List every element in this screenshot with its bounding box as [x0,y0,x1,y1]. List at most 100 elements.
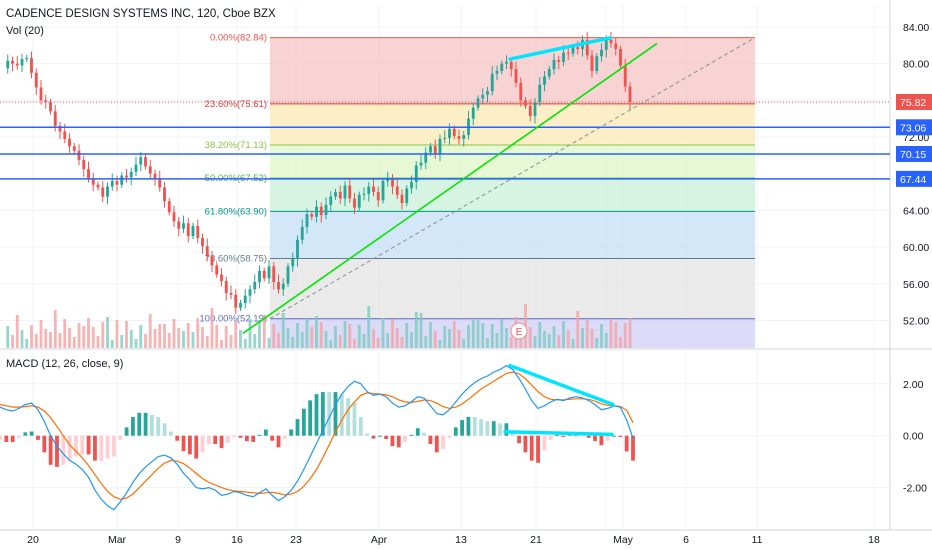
candle-body [224,281,228,293]
macd-histogram-bar [251,435,256,442]
macd-histogram-bar [422,432,427,436]
macd-histogram-bar [74,435,78,457]
candle-body [72,146,76,151]
candle-body [300,226,304,240]
macd-histogram-bar [213,435,218,445]
candle-body [58,126,62,132]
candle-body [486,91,489,95]
candle-body [543,76,546,85]
volume-bar [58,333,62,348]
candle-body [272,266,276,282]
volume-bar [481,323,485,348]
candle-body [405,188,409,204]
volume-bar [486,338,489,348]
macd-histogram-bar [618,435,623,437]
x-tick-label: 16 [231,534,243,546]
x-tick-label: 13 [455,534,467,546]
macd-tick-label: 0.00 [903,431,924,443]
macd-histogram-bar [238,435,243,438]
volume-bar [519,332,523,348]
macd-histogram-bar [67,435,72,461]
candle-body [457,136,461,139]
candle-body [172,212,176,222]
candle-body [509,61,513,70]
volume-bar [25,339,29,348]
volume-bar [215,325,219,348]
volume-bar [20,330,24,348]
candle-body [419,162,423,166]
volume-bar [495,333,499,348]
fib-zone [270,178,755,212]
candle-body [628,86,632,103]
candle-body [343,185,347,199]
macd-histogram-bar [352,402,357,436]
volume-bar [438,340,442,348]
candle-body [609,39,613,44]
volume-bar [253,334,257,348]
volume-bar [448,329,451,348]
fib-zone [270,144,755,179]
candle-body [386,178,390,182]
macd-histogram-bar [333,392,338,436]
candle-body [267,266,271,279]
volume-bar [538,322,542,348]
macd-histogram-bar [55,435,59,467]
macd-histogram-bar [586,435,591,438]
candle-body [177,221,181,229]
volume-bar [296,323,299,348]
earnings-marker-circle [510,322,528,340]
volume-bar [600,324,603,348]
candle-body [319,206,323,215]
candle-body [153,173,157,179]
macd-histogram-bar [466,417,471,436]
volume-bar [362,334,366,348]
macd-histogram-bar [542,435,547,451]
candle-body [348,185,352,199]
candle-body [391,178,394,187]
volume-bar [91,327,95,348]
volume-bar [414,312,418,348]
volume-bar [281,313,285,348]
macd-histogram-bar [289,429,294,436]
macd-histogram-bar [536,435,540,463]
volume-bar [395,328,399,348]
price-axis-tag-label: 67.44 [900,174,926,186]
candle-body [329,196,333,205]
macd-histogram-bar [498,423,502,436]
volume-bar [6,326,10,348]
candle-body [600,49,603,57]
macd-histogram-bar [93,435,97,461]
price-axis-tag-label: 70.15 [900,149,926,161]
candle-body [357,194,361,208]
volume-bar [258,320,261,348]
macd-histogram-bar [61,435,66,465]
volume-bar [49,332,52,348]
volume-bar [424,336,428,348]
candle-body [191,225,195,237]
volume-bar [367,306,371,348]
volume-bar [490,324,494,348]
volume-bar [220,340,223,348]
candle-body [248,289,252,296]
volume-bar [272,324,276,348]
candle-body [277,281,280,290]
candle-body [557,59,561,62]
candle-body [253,281,257,290]
macd-histogram-bar [409,434,414,436]
volume-bar [547,334,551,348]
volume-bar [172,319,176,348]
macd-histogram-bar [4,435,9,442]
macd-histogram-bar [105,435,110,459]
macd-histogram-bar [263,429,268,436]
fib-zone [270,37,755,104]
macd-histogram-bar [86,435,91,455]
candle-body [296,239,299,260]
volume-bar [329,340,333,348]
macd-histogram-bar [428,435,433,445]
volume-bar [462,339,466,348]
volume-bar [557,335,561,348]
candle-body [524,100,527,106]
macd-histogram-bar [29,431,34,436]
candle-body [310,214,314,217]
candle-body [20,59,24,66]
